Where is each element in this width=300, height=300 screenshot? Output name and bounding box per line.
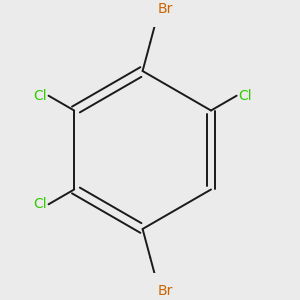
Text: Cl: Cl [34, 89, 47, 103]
Text: Cl: Cl [34, 197, 47, 211]
Text: Br: Br [158, 284, 173, 298]
Text: Cl: Cl [238, 89, 251, 103]
Text: Br: Br [158, 2, 173, 16]
